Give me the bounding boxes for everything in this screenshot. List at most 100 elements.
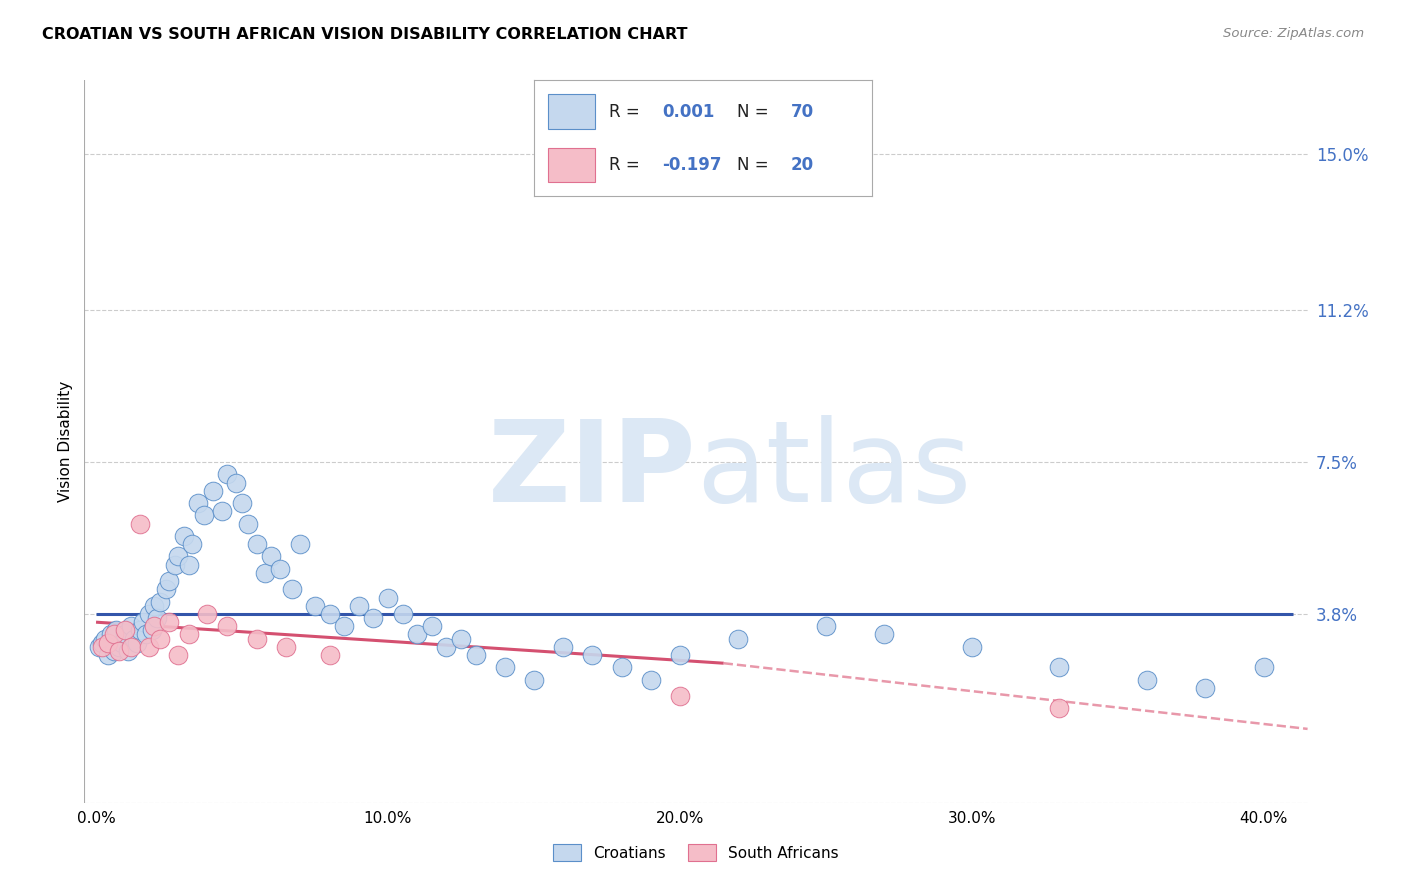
Y-axis label: Vision Disability: Vision Disability	[58, 381, 73, 502]
Text: N =: N =	[737, 103, 773, 120]
Point	[173, 529, 195, 543]
Point	[143, 599, 166, 613]
Point	[114, 624, 136, 638]
Point	[610, 660, 633, 674]
Point	[111, 636, 134, 650]
Point	[97, 636, 120, 650]
Point	[318, 648, 340, 662]
Bar	[548, 95, 595, 129]
Text: Source: ZipAtlas.com: Source: ZipAtlas.com	[1223, 27, 1364, 40]
Text: 70: 70	[790, 103, 814, 120]
Text: 0.001: 0.001	[662, 103, 714, 120]
Point	[138, 640, 160, 654]
Point	[391, 607, 413, 621]
Point	[103, 627, 125, 641]
Point	[135, 627, 157, 641]
Point	[246, 537, 269, 551]
Point	[1136, 673, 1159, 687]
Point	[254, 566, 277, 580]
Point	[420, 619, 443, 633]
Point	[100, 627, 122, 641]
Point	[280, 582, 302, 597]
Text: N =: N =	[737, 156, 773, 174]
Text: atlas: atlas	[696, 415, 972, 526]
Point	[166, 648, 188, 662]
Point	[157, 615, 180, 630]
Point	[201, 483, 224, 498]
Point	[873, 627, 896, 641]
Point	[377, 591, 399, 605]
Point	[523, 673, 546, 687]
Point	[125, 636, 148, 650]
Point	[494, 660, 516, 674]
Point	[105, 624, 128, 638]
Point	[128, 624, 150, 638]
Point	[187, 496, 209, 510]
Point	[406, 627, 429, 641]
Point	[260, 549, 283, 564]
Point	[143, 619, 166, 633]
Point	[347, 599, 370, 613]
Point	[149, 594, 172, 608]
Point	[211, 504, 233, 518]
Point	[269, 562, 291, 576]
Text: ZIP: ZIP	[488, 415, 696, 526]
Point	[149, 632, 172, 646]
Point	[108, 640, 131, 654]
Point	[117, 644, 139, 658]
Point	[90, 640, 112, 654]
Point	[122, 632, 145, 646]
Point	[195, 607, 218, 621]
Point	[290, 537, 312, 551]
Point	[120, 619, 142, 633]
Point	[97, 648, 120, 662]
Point	[1049, 660, 1071, 674]
Point	[1194, 681, 1216, 695]
Point	[553, 640, 575, 654]
Text: 20: 20	[790, 156, 814, 174]
Point	[434, 640, 457, 654]
Point	[179, 627, 201, 641]
Point	[132, 615, 155, 630]
Point	[363, 611, 385, 625]
Point	[333, 619, 356, 633]
Point	[193, 508, 215, 523]
Point	[120, 640, 142, 654]
Text: -0.197: -0.197	[662, 156, 723, 174]
Point	[225, 475, 247, 490]
Point	[464, 648, 486, 662]
Point	[1253, 660, 1275, 674]
Point	[217, 619, 239, 633]
Point	[304, 599, 326, 613]
Point	[128, 516, 150, 531]
Point	[141, 624, 163, 638]
Point	[669, 689, 692, 703]
Point	[236, 516, 259, 531]
Point	[581, 648, 603, 662]
Point	[157, 574, 180, 588]
Point	[146, 611, 169, 625]
Text: R =: R =	[609, 103, 644, 120]
Point	[103, 644, 125, 658]
Text: R =: R =	[609, 156, 644, 174]
Point	[318, 607, 340, 621]
Text: CROATIAN VS SOUTH AFRICAN VISION DISABILITY CORRELATION CHART: CROATIAN VS SOUTH AFRICAN VISION DISABIL…	[42, 27, 688, 42]
Bar	[548, 147, 595, 182]
Point	[90, 636, 112, 650]
Point	[155, 582, 177, 597]
Point	[181, 537, 204, 551]
Point	[246, 632, 269, 646]
Point	[163, 558, 186, 572]
Point	[640, 673, 662, 687]
Point	[166, 549, 188, 564]
Point	[669, 648, 692, 662]
Point	[87, 640, 110, 654]
Point	[814, 619, 837, 633]
Point	[94, 632, 117, 646]
Point	[108, 644, 131, 658]
Point	[231, 496, 253, 510]
Point	[727, 632, 749, 646]
Point	[114, 627, 136, 641]
Point	[450, 632, 472, 646]
Legend: Croatians, South Africans: Croatians, South Africans	[547, 838, 845, 867]
